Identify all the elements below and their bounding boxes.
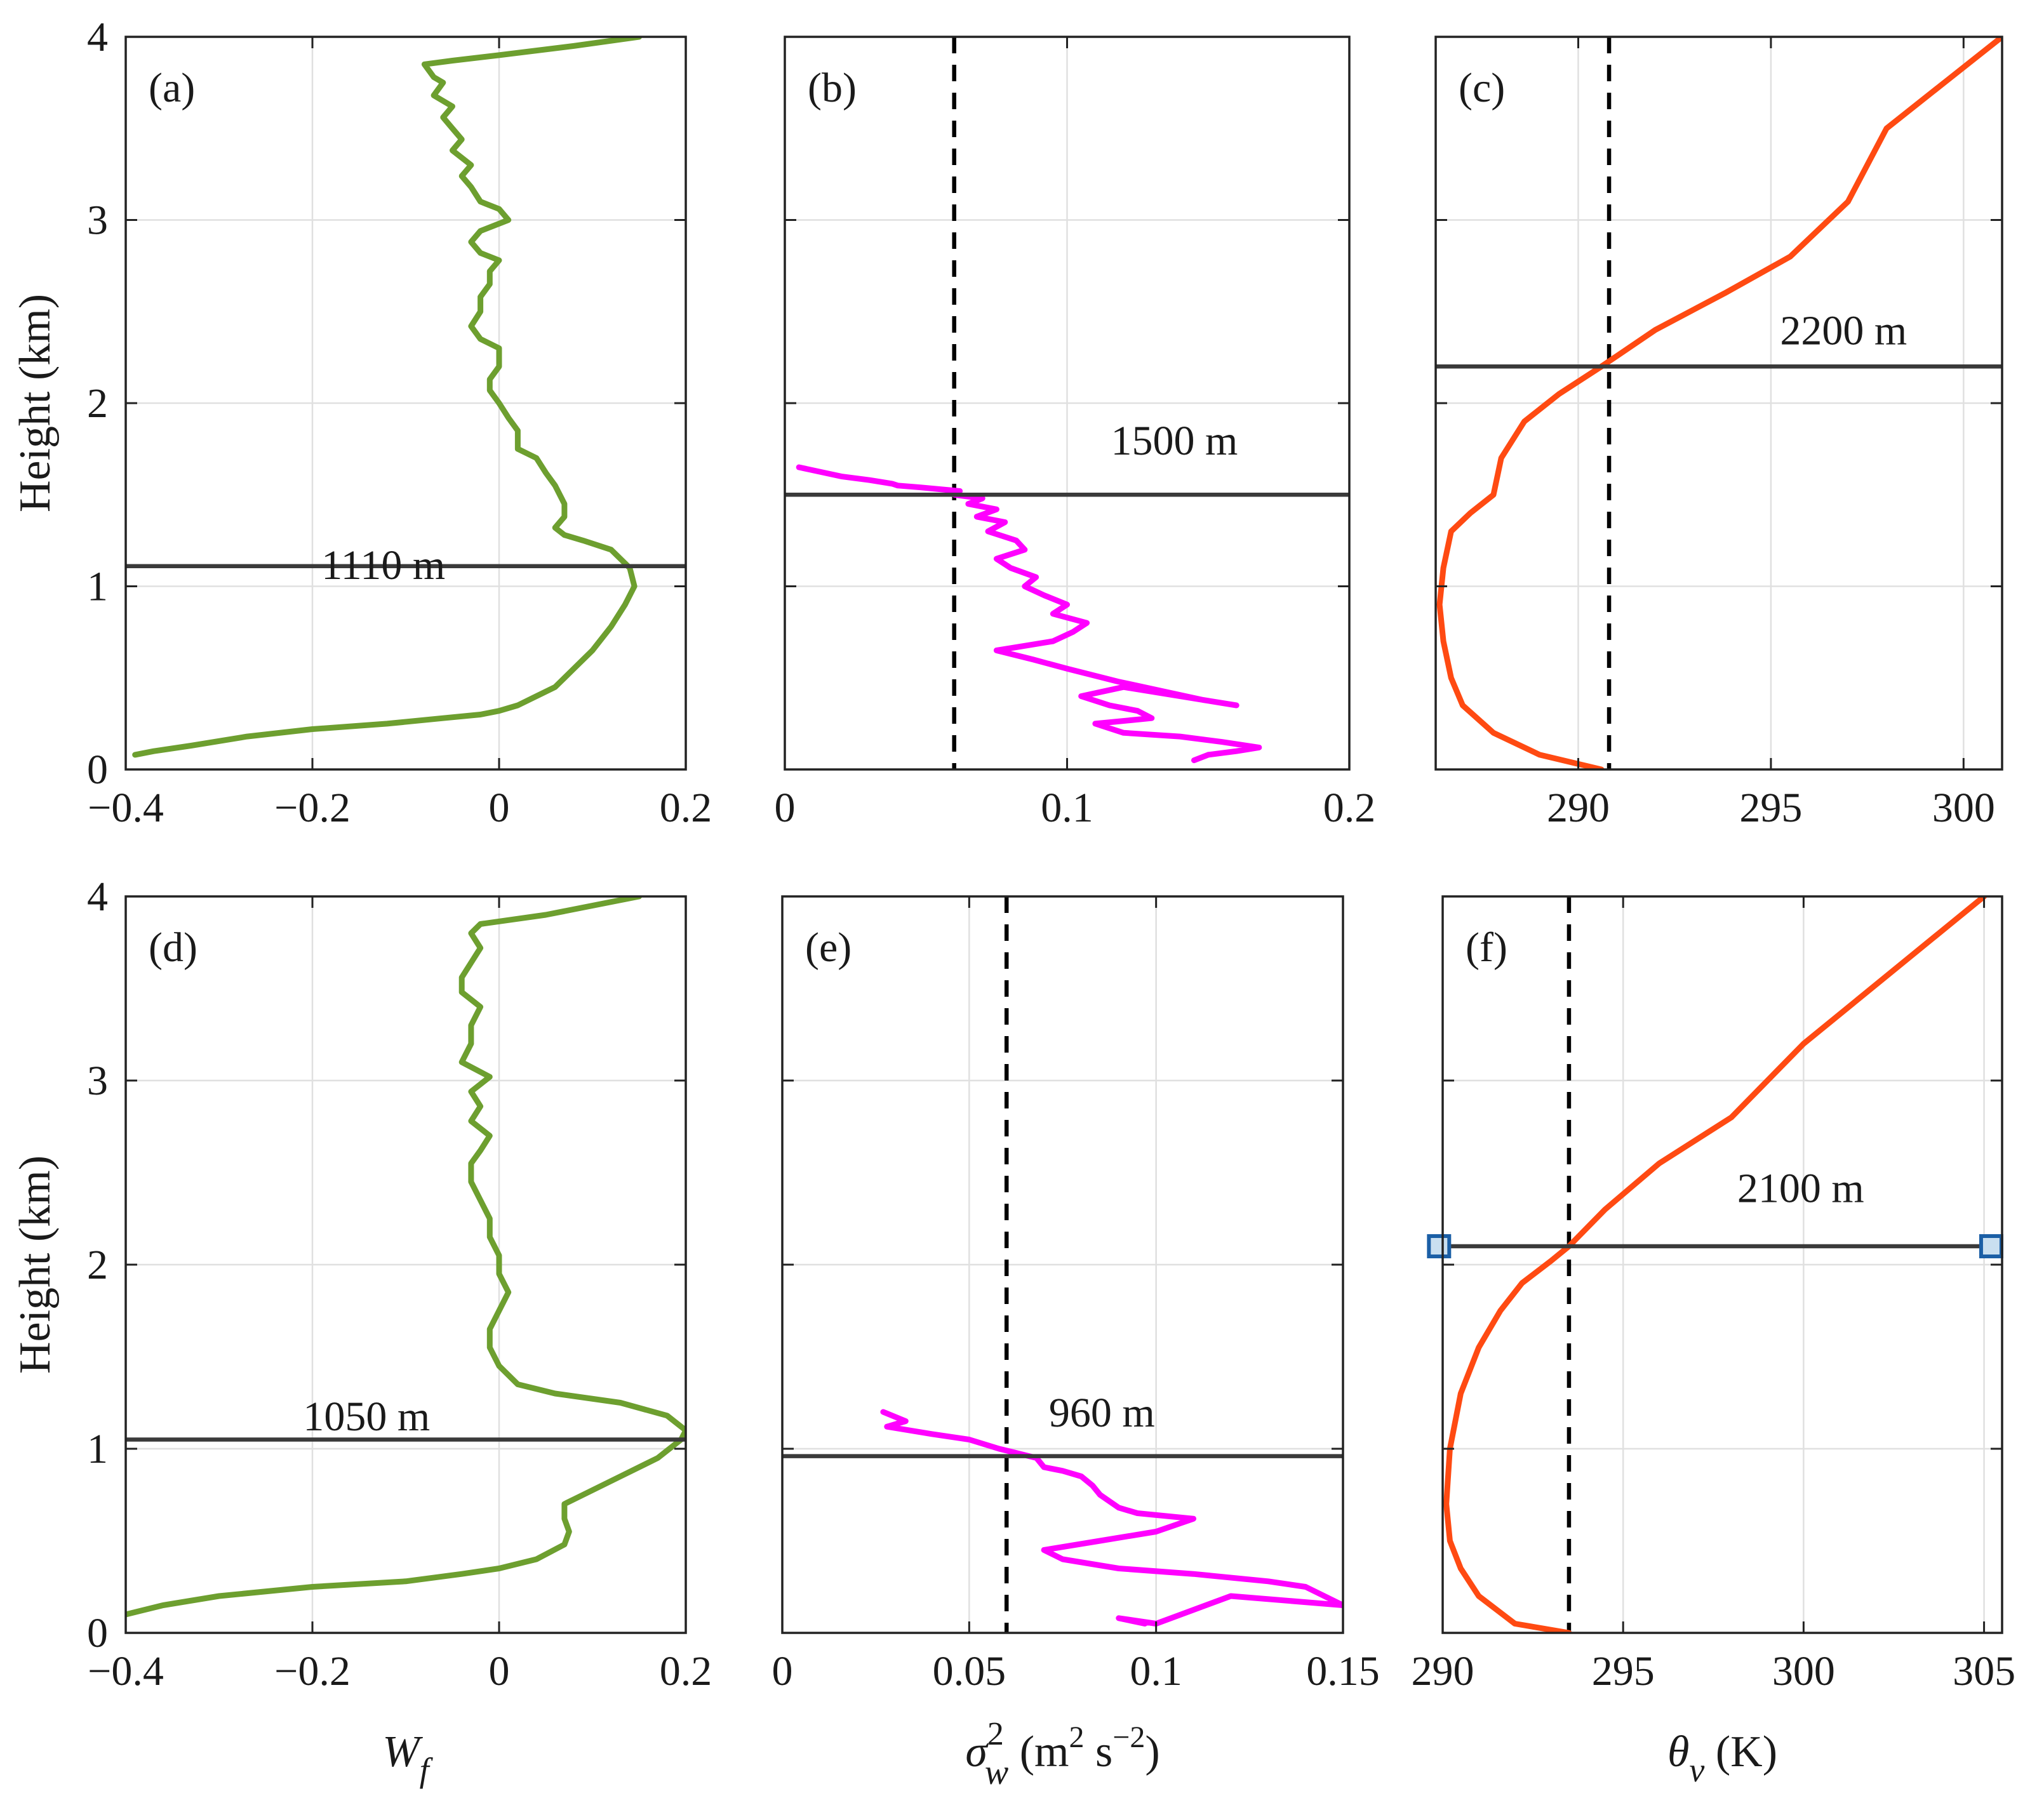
height-label-d: 1050 m <box>303 1394 430 1440</box>
x-tick-label-f-0: 290 <box>1412 1648 1474 1694</box>
height-label-a: 1110 m <box>321 542 445 589</box>
panel-f: 2100 m 290 295 300 305 (f) θv (K) <box>1412 895 2015 1789</box>
y-tick-label-a-4: 4 <box>87 14 108 60</box>
series-line-f <box>1443 896 1987 1633</box>
series-line-e <box>880 1409 1343 1627</box>
x-tick-label-d-3: 0.2 <box>660 1648 712 1694</box>
height-label-b: 1500 m <box>1111 418 1238 464</box>
height-label-e: 960 m <box>1049 1390 1155 1436</box>
panel-label-e: (e) <box>805 924 852 971</box>
height-label-f: 2100 m <box>1737 1165 1864 1211</box>
x-tick-label-b-2: 0.2 <box>1323 785 1376 831</box>
x-tick-label-d-2: 0 <box>489 1648 510 1694</box>
x-tick-label-c-0: 290 <box>1547 785 1610 831</box>
y-tick-label-d-3: 3 <box>87 1058 108 1104</box>
panel-d: 1050 m −0.4 −0.2 0 0.2 0 1 2 3 4 (d) Height (km) Wf <box>11 874 712 1789</box>
series-line-a <box>132 37 642 758</box>
y-tick-label-d-1: 1 <box>87 1426 108 1472</box>
x-tick-label-e-2: 0.1 <box>1130 1648 1182 1694</box>
x-tick-label-f-1: 295 <box>1592 1648 1655 1694</box>
x-axis-label-e: σ2 w (m2 s−2) <box>965 1716 1159 1792</box>
panel-label-d: (d) <box>149 924 197 971</box>
y-tick-label-a-0: 0 <box>87 747 108 793</box>
panel-label-b: (b) <box>808 65 857 111</box>
panel-label-f: (f) <box>1466 924 1507 971</box>
panel-label-a: (a) <box>149 65 195 111</box>
x-tick-label-e-0: 0 <box>772 1648 793 1694</box>
x-tick-label-f-3: 305 <box>1953 1648 2015 1694</box>
square-marker-f-1 <box>1979 1234 2003 1258</box>
x-axis-label-d: Wf <box>382 1727 433 1789</box>
x-tick-label-e-1: 0.05 <box>933 1648 1006 1694</box>
x-tick-label-a-1: −0.2 <box>274 785 351 831</box>
x-tick-label-a-2: 0 <box>489 785 510 831</box>
y-tick-label-a-1: 1 <box>87 564 108 610</box>
x-tick-label-a-3: 0.2 <box>660 785 712 831</box>
x-tick-label-b-1: 0.1 <box>1041 785 1093 831</box>
panel-label-c: (c) <box>1459 65 1505 111</box>
square-marker-f-0 <box>1427 1234 1452 1258</box>
y-tick-label-a-2: 2 <box>87 380 108 427</box>
height-label-c: 2200 m <box>1780 308 1907 354</box>
panel-e: 960 m 0 0.05 0.1 0.15 (e) σ2 w (m2 s−2) <box>772 895 1380 1792</box>
x-tick-label-d-0: −0.4 <box>88 1648 164 1694</box>
x-tick-label-c-2: 300 <box>1932 785 1995 831</box>
x-axis-label-f: θv (K) <box>1667 1727 1777 1789</box>
y-axis-label-d: Height (km) <box>11 1155 60 1374</box>
y-axis-label-a: Height (km) <box>11 294 60 512</box>
series-line-c <box>1436 37 2002 769</box>
panel-b: 1500 m 0 0.1 0.2 (b) <box>775 36 1376 831</box>
y-tick-label-d-4: 4 <box>87 874 108 920</box>
x-tick-label-b-0: 0 <box>775 785 796 831</box>
x-tick-label-d-1: −0.2 <box>274 1648 351 1694</box>
x-tick-label-c-1: 295 <box>1739 785 1802 831</box>
y-tick-label-a-3: 3 <box>87 197 108 244</box>
series-line-d <box>126 896 686 1618</box>
x-tick-label-f-2: 300 <box>1772 1648 1835 1694</box>
x-tick-label-e-3: 0.15 <box>1306 1648 1380 1694</box>
series-line-b <box>796 464 1262 764</box>
y-tick-label-d-0: 0 <box>87 1610 108 1656</box>
y-tick-label-d-2: 2 <box>87 1242 108 1288</box>
panel-a: 1110 m −0.4 −0.2 0 0.2 0 1 2 3 4 (a) Height (km) <box>11 14 712 831</box>
panel-c: 2200 m 290 295 300 (c) <box>1434 36 2003 831</box>
x-tick-label-a-0: −0.4 <box>88 785 164 831</box>
